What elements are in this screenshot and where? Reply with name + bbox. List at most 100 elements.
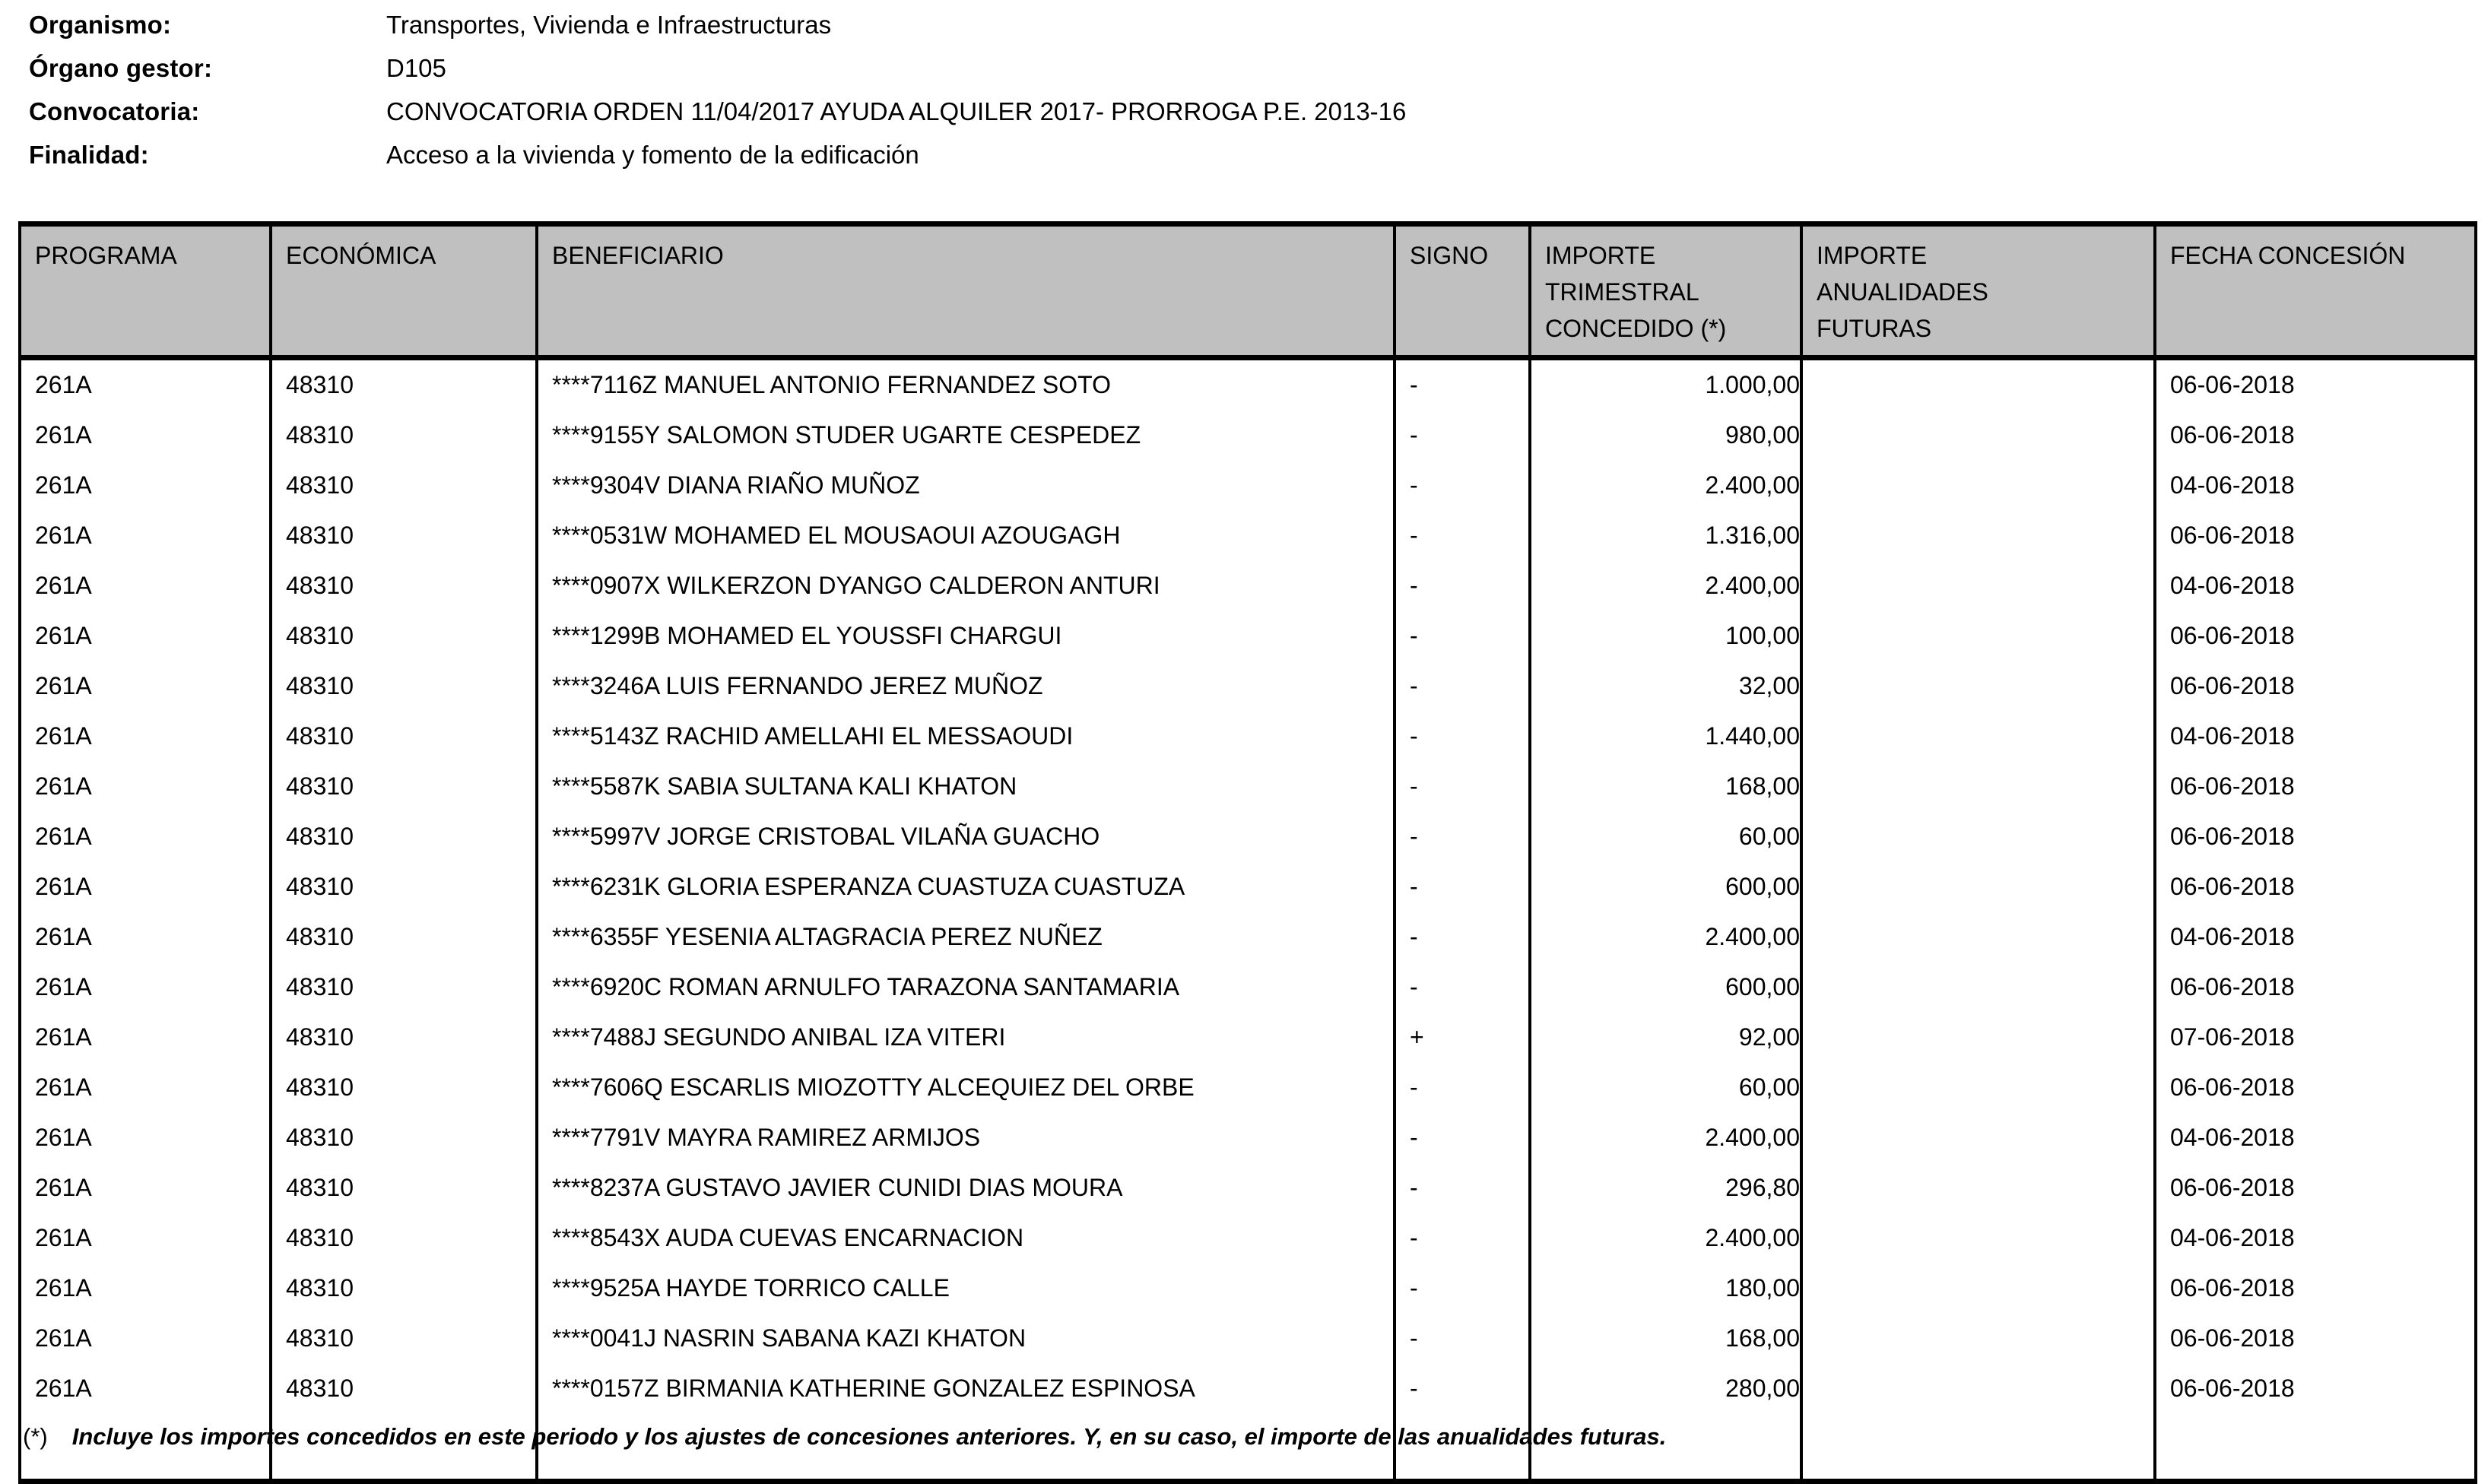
cell-economica: 48310 [269,1213,538,1264]
column-header-importe-anualidades-line1: IMPORTE [1817,242,1928,269]
table-row: 261A 48310 ****5143Z RACHID AMELLAHI EL ME… [18,712,2477,762]
cell-importe-trimestral: 600,00 [1528,962,1803,1013]
cell-economica: 48310 [269,1264,538,1314]
cell-importe-anualidades [1800,1113,2156,1163]
column-header-importe-trimestral-line1: IMPORTE [1545,242,1656,269]
cell-beneficiario: ****6355F YESENIA ALTAGRACIA PEREZ NUÑEZ [535,912,1396,962]
cell-economica: 48310 [269,461,538,511]
cell-signo: - [1393,1314,1531,1364]
cell-beneficiario: ****8237A GUSTAVO JAVIER CUNIDI DIAS MOU… [535,1163,1396,1213]
table-row: 261A 48310 ****8237A GUSTAVO JAVIER CUNIDI… [18,1163,2477,1213]
table-row: 261A 48310 ****9304V DIANA RIAÑO MUÑOZ -2.4… [18,461,2477,511]
cell-fecha-concesion: 06-06-2018 [2153,661,2477,712]
footnote: (*) Incluye los importes concedidos en e… [23,1423,1666,1451]
metadata-label-convocatoria: Convocatoria: [29,97,200,125]
cell-importe-anualidades [1800,812,2156,862]
cell-programa: 261A [18,1113,272,1163]
cell-programa: 261A [18,812,272,862]
column-header-importe-anualidades-line2: ANUALIDADES [1817,278,1988,306]
cell-signo: - [1393,661,1531,712]
cell-fecha-concesion: 06-06-2018 [2153,962,2477,1013]
cell-signo: - [1393,862,1531,912]
cell-importe-anualidades [1800,1364,2156,1414]
cell-importe-anualidades [1800,511,2156,561]
cell-economica: 48310 [269,611,538,661]
cell-economica: 48310 [269,661,538,712]
cell-fecha-concesion: 06-06-2018 [2153,611,2477,661]
cell-beneficiario: ****9304V DIANA RIAÑO MUÑOZ [535,461,1396,511]
cell-economica: 48310 [269,862,538,912]
cell-signo: - [1393,712,1531,762]
metadata-value-organismo: Transportes, Vivienda e Infraestructuras [386,11,832,39]
cell-beneficiario: ****7791V MAYRA RAMIREZ ARMIJOS [535,1113,1396,1163]
cell-programa: 261A [18,357,272,411]
cell-importe-anualidades [1800,712,2156,762]
column-header-signo-line1: SIGNO [1410,242,1489,269]
metadata-row-convocatoria: Convocatoria: CONVOCATORIA ORDEN 11/04/2… [29,97,2006,141]
cell-signo: + [1393,1013,1531,1063]
cell-importe-trimestral: 32,00 [1528,661,1803,712]
cell-signo: - [1393,461,1531,511]
cell-beneficiario: ****0157Z BIRMANIA KATHERINE GONZALEZ ES… [535,1364,1396,1414]
cell-beneficiario: ****7488J SEGUNDO ANIBAL IZA VITERI [535,1013,1396,1063]
cell-importe-trimestral: 60,00 [1528,812,1803,862]
cell-economica: 48310 [269,1063,538,1113]
cell-economica: 48310 [269,1163,538,1213]
cell-importe-trimestral: 296,80 [1528,1163,1803,1213]
table-row: 261A 48310 ****9525A HAYDE TORRICO CALLE -1… [18,1264,2477,1314]
cell-programa: 261A [18,1163,272,1213]
cell-importe-anualidades [1800,1213,2156,1264]
table-row: 261A 48310 ****7116Z MANUEL ANTONIO FERNAN… [18,357,2477,411]
table-filler-cell [1800,1414,2156,1484]
table-row: 261A 48310 ****9155Y SALOMON STUDER UGARTE… [18,411,2477,461]
cell-signo: - [1393,912,1531,962]
cell-economica: 48310 [269,357,538,411]
column-header-importe-trimestral-line3: CONCEDIDO (*) [1545,315,1727,342]
table-header: PROGRAMA ECONÓMICA BENEFICIARIO SIGNO IM… [18,221,2477,360]
table-row: 261A 48310 ****0531W MOHAMED EL MOUSAOUI A… [18,511,2477,561]
cell-beneficiario: ****8543X AUDA CUEVAS ENCARNACION [535,1213,1396,1264]
column-header-programa: PROGRAMA [18,221,272,360]
column-header-programa-line1: PROGRAMA [35,242,177,269]
cell-fecha-concesion: 04-06-2018 [2153,1213,2477,1264]
cell-beneficiario: ****6920C ROMAN ARNULFO TARAZONA SANTAMA… [535,962,1396,1013]
metadata-value-convocatoria: CONVOCATORIA ORDEN 11/04/2017 AYUDA ALQU… [386,97,1407,125]
column-header-beneficiario-line1: BENEFICIARIO [552,242,724,269]
cell-programa: 261A [18,862,272,912]
cell-importe-anualidades [1800,912,2156,962]
cell-beneficiario: ****7116Z MANUEL ANTONIO FERNANDEZ SOTO [535,357,1396,411]
cell-beneficiario: ****0907X WILKERZON DYANGO CALDERON ANTU… [535,561,1396,611]
cell-programa: 261A [18,712,272,762]
cell-economica: 48310 [269,812,538,862]
cell-fecha-concesion: 06-06-2018 [2153,1314,2477,1364]
cell-programa: 261A [18,1264,272,1314]
table-row: 261A 48310 ****5587K SABIA SULTANA KALI KH… [18,762,2477,812]
column-header-beneficiario: BENEFICIARIO [535,221,1396,360]
cell-signo: - [1393,1213,1531,1264]
table-header-row: PROGRAMA ECONÓMICA BENEFICIARIO SIGNO IM… [18,221,2477,360]
cell-signo: - [1393,357,1531,411]
table-row: 261A 48310 ****8543X AUDA CUEVAS ENCARNACI… [18,1213,2477,1264]
column-header-importe-anualidades: IMPORTE ANUALIDADES FUTURAS [1800,221,2156,360]
cell-economica: 48310 [269,1314,538,1364]
table-row: 261A 48310 ****6920C ROMAN ARNULFO TARAZON… [18,962,2477,1013]
cell-importe-trimestral: 92,00 [1528,1013,1803,1063]
metadata-row-organo-gestor: Órgano gestor: D105 [29,54,2006,97]
table-filler-cell [2153,1414,2477,1484]
cell-beneficiario: ****7606Q ESCARLIS MIOZOTTY ALCEQUIEZ DE… [535,1063,1396,1113]
cell-beneficiario: ****5143Z RACHID AMELLAHI EL MESSAOUDI [535,712,1396,762]
cell-signo: - [1393,611,1531,661]
cell-importe-trimestral: 60,00 [1528,1063,1803,1113]
cell-importe-anualidades [1800,1264,2156,1314]
table-row: 261A 48310 ****7488J SEGUNDO ANIBAL IZA VI… [18,1013,2477,1063]
cell-importe-trimestral: 1.316,00 [1528,511,1803,561]
cell-importe-trimestral: 280,00 [1528,1364,1803,1414]
cell-fecha-concesion: 06-06-2018 [2153,1063,2477,1113]
cell-fecha-concesion: 06-06-2018 [2153,862,2477,912]
metadata-value-finalidad: Acceso a la vivienda y fomento de la edi… [386,141,919,169]
cell-fecha-concesion: 04-06-2018 [2153,1113,2477,1163]
column-header-importe-trimestral-line2: TRIMESTRAL [1545,278,1699,306]
cell-importe-trimestral: 2.400,00 [1528,461,1803,511]
cell-importe-trimestral: 180,00 [1528,1264,1803,1314]
cell-programa: 261A [18,912,272,962]
